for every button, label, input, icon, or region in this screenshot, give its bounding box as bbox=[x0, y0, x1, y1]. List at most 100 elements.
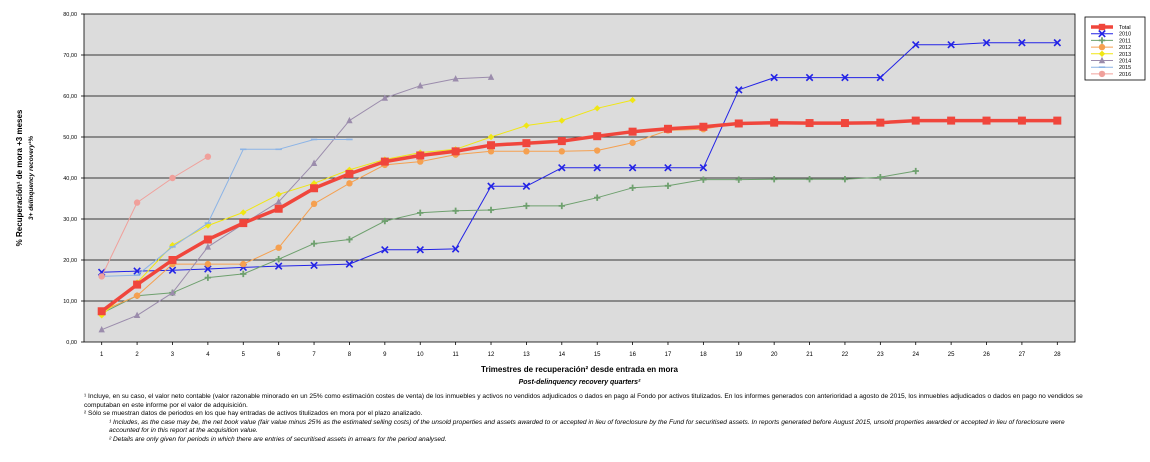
y-tick-label: 80,00 bbox=[63, 12, 77, 18]
series-line bbox=[101, 156, 209, 277]
data-point bbox=[734, 119, 743, 128]
data-point bbox=[1098, 70, 1106, 78]
data-point bbox=[629, 139, 636, 146]
data-point bbox=[629, 96, 636, 104]
data-point bbox=[841, 176, 849, 183]
data-point bbox=[204, 243, 212, 250]
data-point bbox=[381, 94, 389, 101]
data-point bbox=[168, 266, 177, 275]
x-tick-label: 4 bbox=[206, 352, 210, 358]
data-point bbox=[310, 261, 318, 270]
data-point bbox=[417, 209, 424, 217]
data-point bbox=[1053, 38, 1062, 47]
data-point bbox=[275, 191, 282, 198]
data-point bbox=[735, 86, 743, 94]
data-point bbox=[1017, 116, 1026, 125]
data-point bbox=[593, 132, 602, 141]
data-point bbox=[664, 182, 672, 189]
legend-label: 2014 bbox=[1119, 59, 1131, 65]
data-point bbox=[593, 163, 601, 172]
legend-item: 2014 bbox=[1091, 56, 1131, 65]
data-point bbox=[522, 182, 531, 190]
data-point bbox=[805, 119, 814, 128]
data-point bbox=[593, 194, 601, 201]
x-tick-label: 2 bbox=[135, 352, 139, 358]
data-point bbox=[345, 260, 354, 268]
data-point bbox=[487, 73, 495, 80]
data-point bbox=[1098, 50, 1106, 57]
data-point bbox=[1053, 116, 1062, 125]
x-tick-label: 17 bbox=[665, 352, 672, 358]
data-point bbox=[700, 176, 707, 183]
x-tick-label: 1 bbox=[100, 352, 104, 358]
x-axis-title: Trimestres de recuperación² desde entrad… bbox=[481, 365, 679, 374]
y-tick-label: 60,00 bbox=[63, 94, 77, 100]
data-point bbox=[346, 180, 353, 187]
data-point bbox=[664, 163, 672, 172]
series-total bbox=[97, 116, 1062, 316]
data-point bbox=[593, 105, 601, 112]
y-tick-label: 0,00 bbox=[66, 340, 77, 346]
data-point bbox=[1098, 29, 1106, 38]
data-point bbox=[628, 127, 637, 136]
y-tick-label: 50,00 bbox=[63, 135, 77, 141]
x-tick-label: 13 bbox=[523, 352, 530, 358]
data-point bbox=[947, 40, 955, 49]
data-point bbox=[487, 182, 495, 190]
data-point bbox=[805, 73, 814, 82]
data-point bbox=[133, 292, 141, 299]
data-point bbox=[877, 173, 884, 181]
footnotes: ¹ Incluye, en su caso, el valor neto con… bbox=[84, 393, 1084, 445]
legend-item: 2011 bbox=[1091, 37, 1131, 44]
legend-item: 2015 bbox=[1091, 65, 1131, 71]
legend-item: 2016 bbox=[1091, 70, 1131, 78]
data-point bbox=[523, 202, 530, 210]
data-point bbox=[911, 116, 920, 125]
data-point bbox=[168, 256, 177, 264]
x-axis-title-en: Post-delinquency recovery quarters² bbox=[519, 379, 641, 386]
data-point bbox=[346, 236, 353, 243]
x-tick-label: 24 bbox=[912, 352, 919, 358]
data-point bbox=[381, 245, 389, 254]
legend-item: 2013 bbox=[1091, 50, 1131, 58]
x-tick-label: 23 bbox=[877, 352, 884, 358]
data-point bbox=[416, 151, 425, 160]
data-point bbox=[310, 240, 318, 247]
data-point bbox=[1018, 38, 1026, 47]
series-line bbox=[101, 122, 775, 312]
data-point bbox=[97, 307, 106, 316]
data-point bbox=[274, 204, 283, 213]
data-point bbox=[275, 244, 282, 251]
x-tick-label: 6 bbox=[277, 352, 281, 358]
x-tick-label: 18 bbox=[700, 352, 707, 358]
data-point bbox=[204, 260, 212, 268]
legend-label: 2012 bbox=[1119, 45, 1131, 51]
legend-item: 2010 bbox=[1091, 29, 1131, 38]
legend-label: 2016 bbox=[1119, 72, 1131, 78]
data-point bbox=[240, 270, 247, 278]
data-point bbox=[275, 255, 282, 263]
x-tick-label: 22 bbox=[842, 352, 849, 358]
footnote-en-1: ¹ Includes, as the case may be, the net … bbox=[109, 418, 1065, 435]
series-line bbox=[101, 139, 350, 277]
data-point bbox=[204, 153, 212, 160]
data-point bbox=[1098, 43, 1106, 51]
data-point bbox=[558, 148, 566, 155]
data-point bbox=[381, 217, 389, 225]
legend-label: Total bbox=[1119, 25, 1131, 31]
x-tick-label: 20 bbox=[771, 352, 778, 358]
data-point bbox=[876, 118, 885, 127]
data-point bbox=[275, 198, 282, 205]
data-point bbox=[770, 118, 779, 127]
data-point bbox=[169, 289, 176, 296]
data-point bbox=[98, 273, 105, 280]
x-tick-label: 15 bbox=[594, 352, 601, 358]
x-tick-label: 8 bbox=[348, 352, 352, 358]
data-point bbox=[558, 202, 566, 210]
data-point bbox=[663, 124, 672, 133]
data-point bbox=[841, 73, 849, 82]
series-line bbox=[101, 170, 916, 314]
data-point bbox=[558, 117, 566, 124]
data-point bbox=[912, 167, 919, 175]
